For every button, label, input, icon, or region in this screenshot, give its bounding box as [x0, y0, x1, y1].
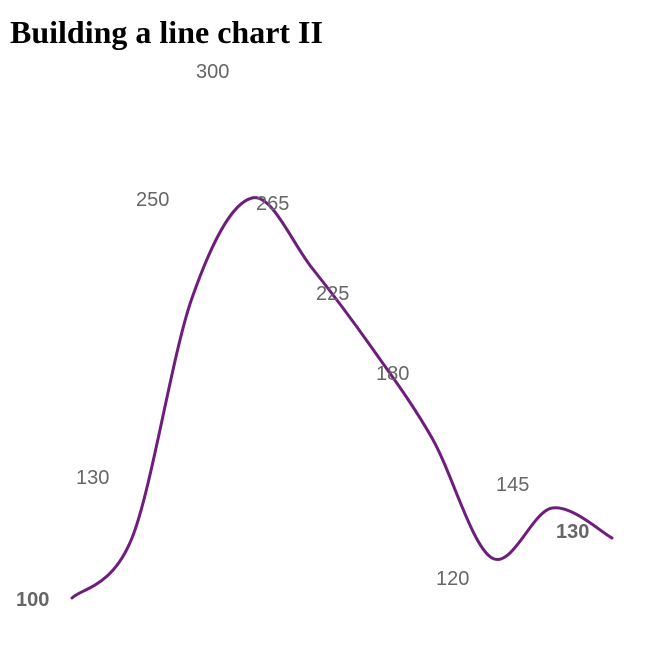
data-label: 225: [316, 283, 349, 305]
data-label: 100: [16, 589, 49, 611]
data-label: 265: [256, 193, 289, 215]
data-label: 145: [496, 474, 529, 496]
data-label: 130: [76, 467, 109, 489]
data-label: 130: [556, 521, 589, 543]
data-labels: 100 130 250 300 265 225 180 120 145 130: [16, 61, 589, 611]
data-label: 300: [196, 61, 229, 83]
series-line: [70, 196, 614, 600]
page-title: Building a line chart II: [10, 14, 323, 50]
data-label: 120: [436, 568, 469, 590]
data-label: 180: [376, 363, 409, 385]
data-label: 250: [136, 189, 169, 211]
